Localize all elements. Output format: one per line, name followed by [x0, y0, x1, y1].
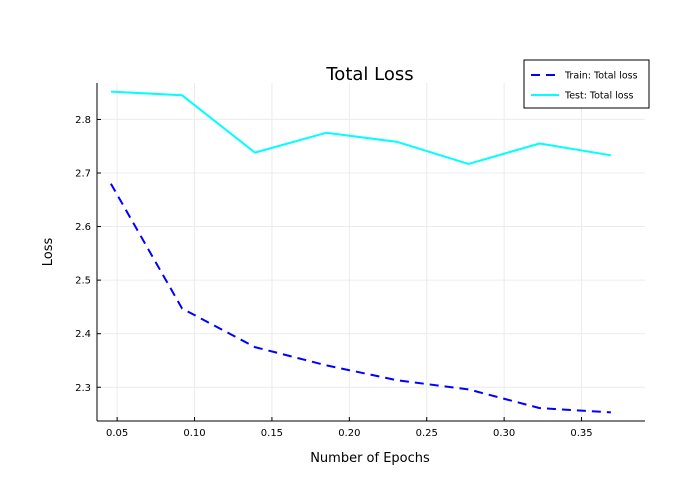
y-tick-label: 2.5 [75, 276, 91, 287]
series-layer [110, 90, 612, 414]
series-line-train [110, 183, 611, 414]
x-tick-label: 0.25 [416, 428, 438, 439]
legend-label: Test: Total loss [564, 91, 634, 102]
legend-box [523, 59, 650, 109]
ticks-layer: 0.05 0.10 0.15 0.20 0.25 0.30 0.35 2.3 2.4 2.5 2.6… [75, 115, 593, 439]
axes-layer [96, 83, 645, 422]
x-axis-label: Number of Epochs [310, 451, 430, 466]
x-tick-label: 0.30 [493, 428, 515, 439]
x-tick-label: 0.20 [338, 428, 360, 439]
x-tick-label: 0.35 [570, 428, 592, 439]
y-axis-label: Loss [41, 238, 56, 267]
chart-title: Total Loss [325, 64, 413, 85]
x-tick-label: 0.05 [106, 428, 128, 439]
y-tick-label: 2.6 [75, 222, 91, 233]
series-line-test [110, 90, 612, 165]
y-tick-label: 2.3 [75, 383, 91, 394]
legend: Train: Total loss Test: Total loss [523, 59, 650, 109]
y-tick-label: 2.4 [75, 329, 91, 340]
y-tick-label: 2.8 [75, 115, 91, 126]
grid-layer [97, 83, 645, 421]
x-tick-label: 0.15 [261, 428, 283, 439]
y-tick-label: 2.7 [75, 168, 91, 179]
x-tick-label: 0.10 [183, 428, 205, 439]
legend-label: Train: Total loss [564, 71, 638, 82]
